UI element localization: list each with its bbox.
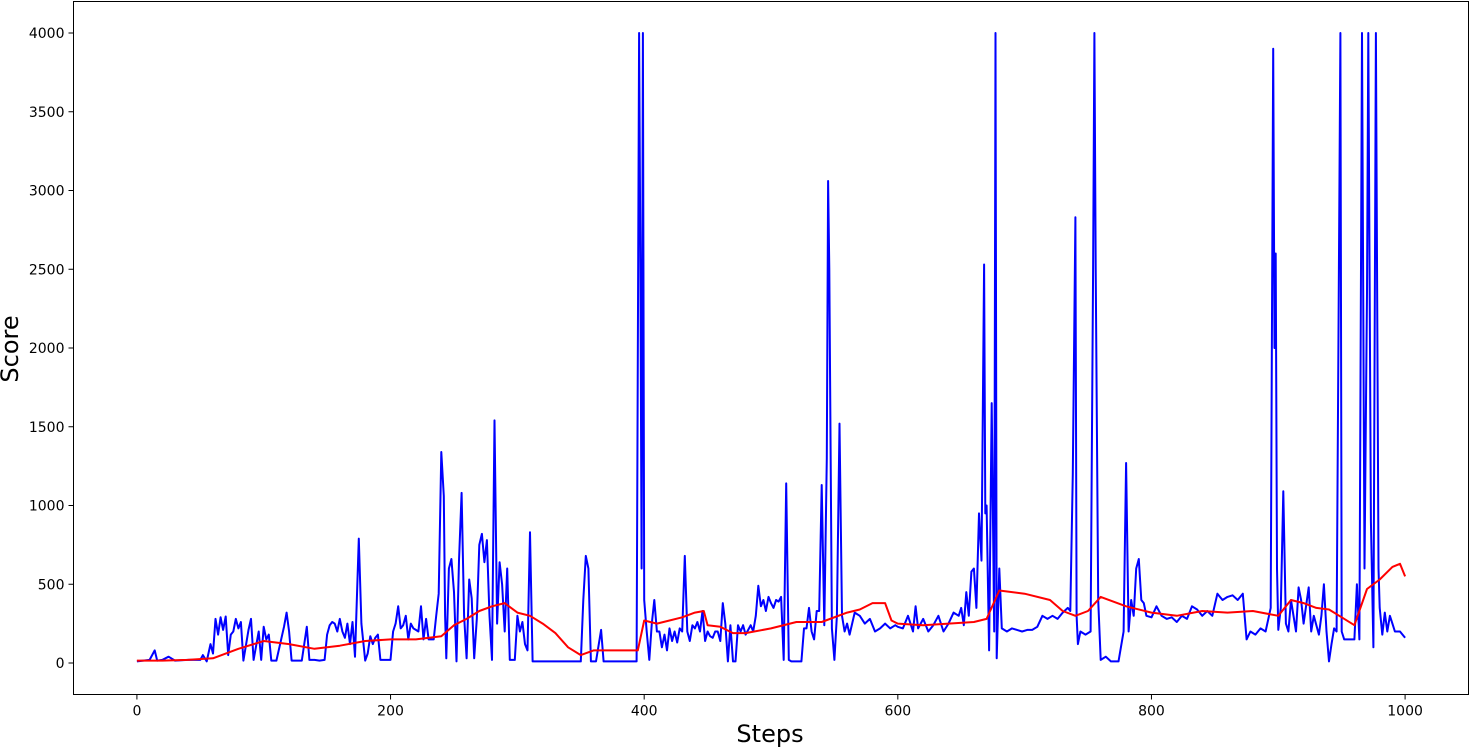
x-tick-label: 800 [1138,704,1165,720]
x-tick-label: 1000 [1387,704,1423,720]
y-tick-label: 2500 [29,262,65,278]
y-tick-label: 4000 [29,26,65,42]
x-tick-label: 0 [132,704,141,720]
y-tick-label: 1500 [29,420,65,436]
series-line-red [136,562,1407,662]
plot-area-frame [73,1,1469,695]
y-tick-label: 0 [56,656,65,672]
y-axis-label: Score [0,315,24,382]
y-tick-label: 3500 [29,105,65,121]
y-tick-label: 3000 [29,184,65,200]
y-tick-label: 1000 [29,499,65,515]
x-tick-label: 600 [884,704,911,720]
y-tick-label: 2000 [29,341,65,357]
y-axis-ticks: 0 500 1000 1500 2000 2500 3000 3500 4000 [29,26,74,672]
x-tick-label: 400 [631,704,658,720]
x-axis-ticks: 0 200 400 600 800 1000 [132,694,1423,720]
x-axis-label: Steps [736,720,803,747]
x-tick-label: 200 [377,704,404,720]
y-tick-label: 500 [38,577,65,593]
series-layer [136,32,1407,663]
